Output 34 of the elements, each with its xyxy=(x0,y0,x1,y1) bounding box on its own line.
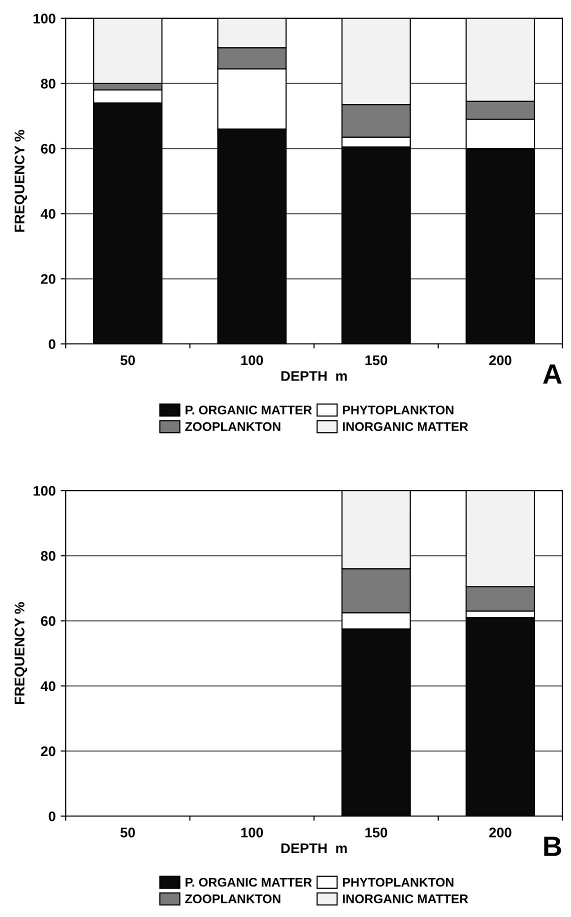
y-tick-label: 100 xyxy=(34,486,56,496)
y-tick-label: 100 xyxy=(34,14,56,24)
text: A xyxy=(543,364,562,384)
y-tick-label: 80 xyxy=(40,78,56,89)
legend-label: PHYTOPLANKTON xyxy=(342,878,454,887)
y-axis-title: FREQUENCY % xyxy=(14,130,28,232)
legend-label: PHYTOPLANKTON xyxy=(342,406,454,414)
x-tick-label: 100 xyxy=(241,828,263,838)
y-tick-label: 20 xyxy=(40,274,56,284)
legend-label: P. ORGANIC MATTER xyxy=(186,406,312,414)
y-tick-label: 60 xyxy=(41,616,56,626)
y-tick-label: 40 xyxy=(40,208,56,219)
x-axis-title: DEPTH m xyxy=(281,371,347,381)
x-tick-label: 100 xyxy=(241,355,263,366)
x-tick-label: 200 xyxy=(489,828,512,838)
y-tick-label: 80 xyxy=(40,551,56,561)
x-tick-label: 50 xyxy=(120,355,135,366)
x-axis-title: DEPTH m xyxy=(281,843,347,854)
x-tick-label: 50 xyxy=(120,828,135,838)
x-tick-label: 150 xyxy=(365,828,388,838)
y-tick-label: 0 xyxy=(48,339,56,350)
x-tick-label: 200 xyxy=(489,355,512,366)
legend-label: ZOOPLANKTON xyxy=(185,422,280,432)
y-axis-title: FREQUENCY % xyxy=(14,602,28,704)
y-tick-label: 0 xyxy=(48,811,56,822)
text: B xyxy=(544,836,562,856)
y-tick-label: 60 xyxy=(41,144,56,154)
y-tick-label: 20 xyxy=(40,746,56,756)
legend-label: ZOOPLANKTON xyxy=(185,894,280,904)
y-tick-label: 40 xyxy=(40,681,56,692)
legend-label: P. ORGANIC MATTER xyxy=(186,878,312,887)
x-tick-label: 150 xyxy=(365,355,388,366)
legend-label: INORGANIC MATTER xyxy=(342,422,468,432)
legend-label: INORGANIC MATTER xyxy=(342,894,468,904)
